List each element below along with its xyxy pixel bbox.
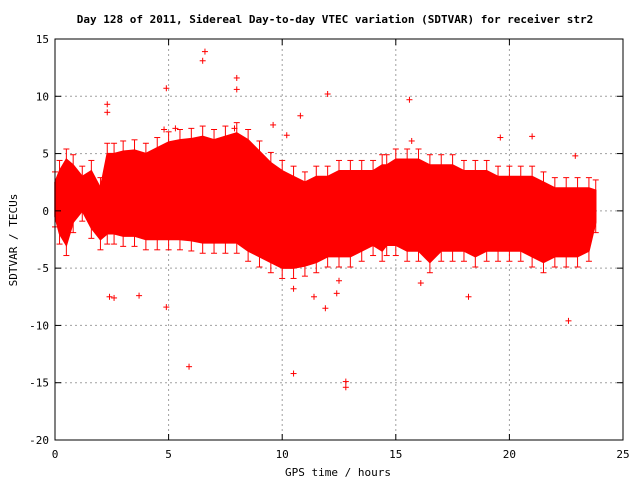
chart-title: Day 128 of 2011, Sidereal Day-to-day VTE… [77,13,594,26]
outlier-point [497,134,504,141]
outlier-point [186,363,193,370]
outlier-point [231,125,238,132]
outlier-point [465,293,472,300]
x-tick-label: 10 [276,448,289,461]
outlier-point [311,293,318,300]
outlier-point [406,96,413,103]
x-tick-label: 5 [165,448,172,461]
outlier-point [290,370,297,377]
outlier-point [161,126,168,133]
outlier-point [199,57,206,64]
plot-frame [54,38,624,441]
outlier-point [408,137,415,144]
outlier-point [270,121,277,128]
outlier-point [172,125,179,132]
outlier-point [233,86,240,93]
x-tick-label: 25 [616,448,629,461]
outlier-point [290,285,297,292]
outlier-point [233,74,240,81]
outlier-point [322,305,329,312]
outlier-point [333,290,340,297]
axis-ticks: 0 5 10 15 20 25 -20 -15 -10 -5 0 5 10 15 [29,33,630,461]
y-tick-label: -5 [36,262,49,275]
outlier-point [297,112,304,119]
outlier-point [104,101,111,108]
y-tick-label: 10 [36,90,49,103]
y-tick-label: 0 [42,205,49,218]
y-tick-label: -10 [29,319,49,332]
x-tick-label: 0 [52,448,59,461]
outlier-point [111,294,118,301]
outlier-point [136,292,143,299]
data-band [52,122,599,279]
outlier-point [342,378,349,385]
outlier-point [163,304,170,311]
outlier-points [104,48,579,391]
outlier-point [336,277,342,284]
outlier-point [201,48,208,55]
x-tick-label: 20 [503,448,516,461]
outlier-point [572,152,579,159]
outlier-point [283,132,290,139]
x-tick-label: 15 [389,448,402,461]
x-axis-label: GPS time / hours [285,466,391,479]
outlier-point [417,280,424,287]
y-tick-label: 5 [42,148,49,161]
outlier-point [565,317,572,324]
outlier-point [163,85,170,92]
y-tick-label: -20 [29,434,49,447]
y-tick-label: -15 [29,377,49,390]
y-tick-label: 15 [36,33,49,46]
y-axis-label: SDTVAR / TECUs [7,194,20,287]
outlier-point [529,133,536,140]
outlier-point [324,90,331,97]
outlier-point [104,109,111,116]
outlier-point [342,384,349,391]
outlier-point [106,293,113,300]
